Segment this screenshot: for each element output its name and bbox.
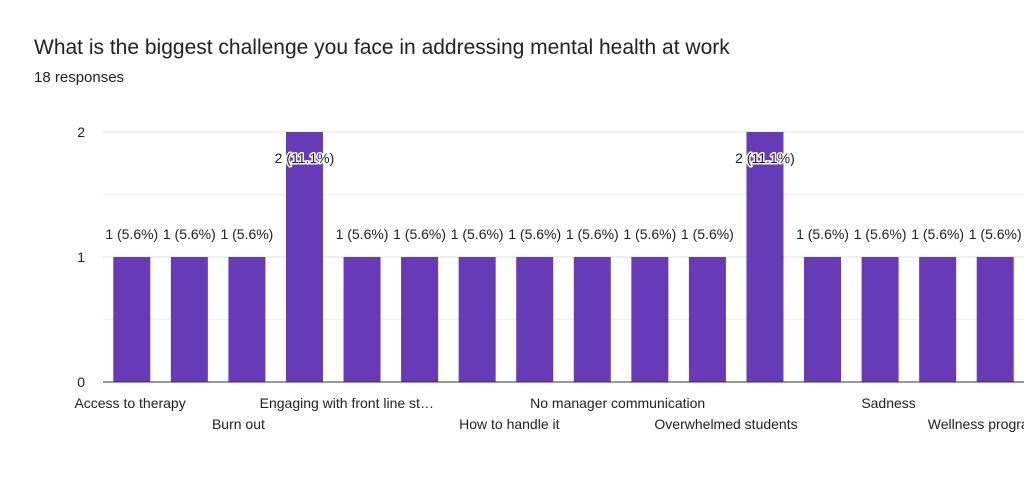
- y-tick-label: 2: [77, 124, 85, 140]
- data-label: 1 (5.6%): [681, 226, 734, 242]
- bar: [976, 257, 1014, 382]
- bar: [631, 257, 669, 382]
- x-tick-label: Burn out: [212, 416, 265, 432]
- x-tick-label: Engaging with front line st…: [260, 395, 434, 411]
- data-label: 1 (5.6%): [336, 226, 389, 242]
- bar: [746, 132, 784, 382]
- x-tick-label: No manager communication: [530, 395, 705, 411]
- data-label: 1 (5.6%): [969, 226, 1022, 242]
- data-label: 1 (5.6%): [566, 226, 619, 242]
- data-label: 1 (5.6%): [220, 226, 273, 242]
- data-label: 1 (5.6%): [508, 226, 561, 242]
- y-tick-label: 0: [77, 374, 85, 390]
- bar: [228, 257, 266, 382]
- response-count: 18 responses: [34, 69, 125, 86]
- bar: [516, 257, 554, 382]
- bar: [285, 132, 323, 382]
- data-label: 1 (5.6%): [911, 226, 964, 242]
- bar: [401, 257, 439, 382]
- data-label: 1 (5.6%): [393, 226, 446, 242]
- data-label: 2 (11.1%): [275, 150, 335, 166]
- chart-title: What is the biggest challenge you face i…: [34, 36, 730, 59]
- bar: [343, 257, 381, 382]
- bar: [919, 257, 957, 382]
- x-tick-label: Sadness: [861, 395, 915, 411]
- x-tick-label: Wellness program a…: [928, 416, 1024, 432]
- bar: [113, 257, 151, 382]
- x-tick-label: Overwhelmed students: [654, 416, 797, 432]
- data-label: 1 (5.6%): [163, 226, 216, 242]
- bar: [573, 257, 611, 382]
- data-label: 1 (5.6%): [854, 226, 907, 242]
- x-tick-label: Access to therapy: [74, 395, 185, 411]
- bar: [688, 257, 726, 382]
- x-tick-label: How to handle it: [459, 416, 560, 432]
- data-label: 2 (11.1%): [735, 150, 795, 166]
- bar: [170, 257, 208, 382]
- y-tick-label: 1: [77, 249, 85, 265]
- bar: [861, 257, 899, 382]
- data-label: 1 (5.6%): [623, 226, 676, 242]
- data-label: 1 (5.6%): [105, 226, 158, 242]
- bar: [458, 257, 496, 382]
- bar: [804, 257, 842, 382]
- data-label: 1 (5.6%): [451, 226, 504, 242]
- data-label: 1 (5.6%): [796, 226, 849, 242]
